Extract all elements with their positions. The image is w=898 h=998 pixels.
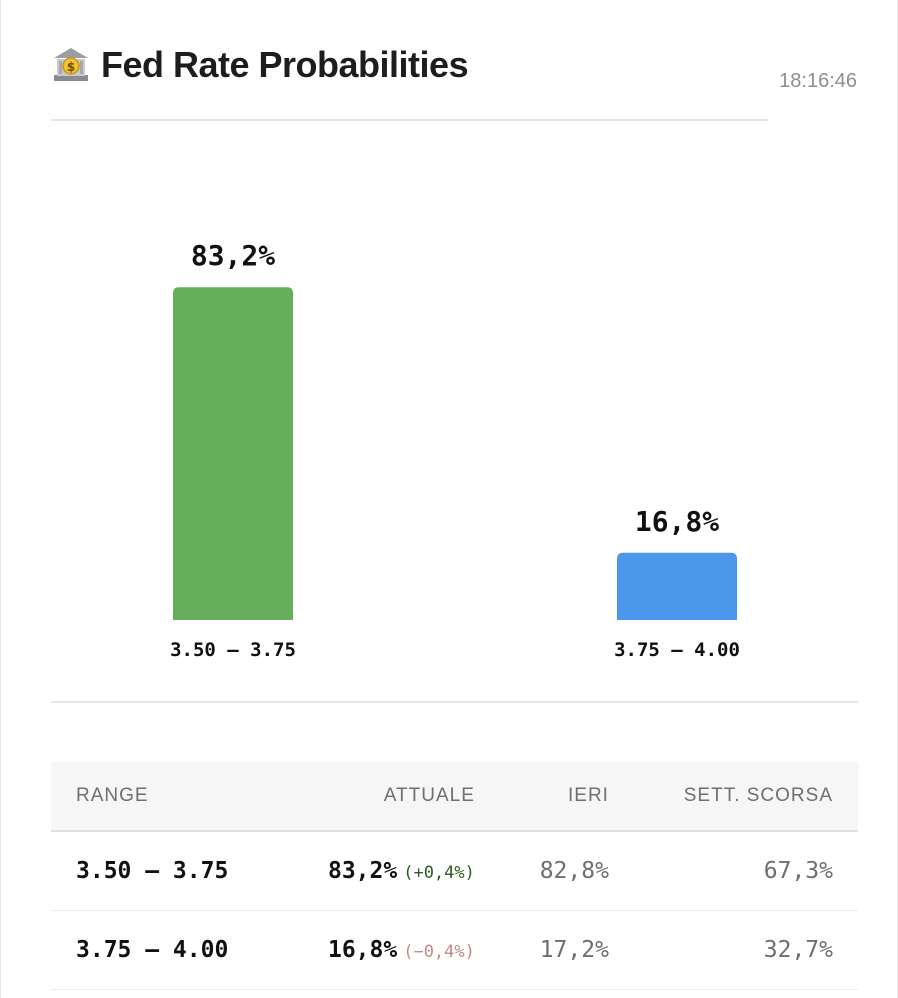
current-value: 83,2% (327, 858, 398, 884)
table-row: 3.75 – 4.00 16,8% (−0,4%) 17,2% 32,7% (51, 910, 858, 990)
chart-divider (51, 701, 858, 703)
column-header-current: ATTUALE (278, 762, 500, 832)
timestamp: 18:16:46 (779, 70, 857, 92)
page-title: Fed Rate Probabilities (101, 44, 469, 85)
header-divider (51, 119, 768, 121)
table-header-row: RANGE ATTUALE IERI SETT. SCORSA (51, 762, 858, 832)
bar-category-label: 3.75 – 4.00 (614, 639, 740, 661)
column-header-range: RANGE (51, 762, 279, 832)
column-header-yesterday: IERI (499, 762, 634, 832)
range-cell: 3.50 – 3.75 (51, 831, 279, 911)
title-group: $ Fed Rate Probabilities (51, 44, 469, 86)
bar (173, 287, 293, 620)
last-week-cell: 32,7% (633, 910, 858, 990)
bar-category-label: 3.50 – 3.75 (170, 639, 296, 661)
table-row: 3.50 – 3.75 83,2% (+0,4%) 82,8% 67,3% (51, 831, 858, 911)
column-header-last-week: SETT. SCORSA (633, 762, 858, 832)
bar (617, 552, 737, 620)
current-cell: 16,8% (−0,4%) (278, 910, 500, 990)
probability-bar-chart: 83,2% 3.50 – 3.75 16,8% 3.75 – 4.00 (170, 239, 740, 661)
yesterday-cell: 82,8% (499, 831, 634, 911)
change-badge: (−0,4%) (403, 942, 475, 962)
current-value: 16,8% (327, 937, 398, 963)
last-week-cell: 67,3% (633, 831, 858, 911)
bar-value-label: 83,2% (191, 239, 275, 272)
yesterday-cell: 17,2% (499, 910, 634, 990)
bank-icon: $ (54, 48, 88, 81)
card-header: $ Fed Rate Probabilities 18:16:46 (51, 44, 857, 94)
probability-table: RANGE ATTUALE IERI SETT. SCORSA 3.50 – 3… (51, 762, 858, 990)
bar-value-label: 16,8% (635, 505, 719, 538)
range-cell: 3.75 – 4.00 (51, 910, 279, 990)
svg-text:$: $ (67, 60, 75, 74)
bar-group: 16,8% 3.75 – 4.00 (614, 505, 740, 661)
current-cell: 83,2% (+0,4%) (278, 831, 500, 911)
change-badge: (+0,4%) (403, 863, 475, 883)
bar-group: 83,2% 3.50 – 3.75 (170, 239, 296, 661)
